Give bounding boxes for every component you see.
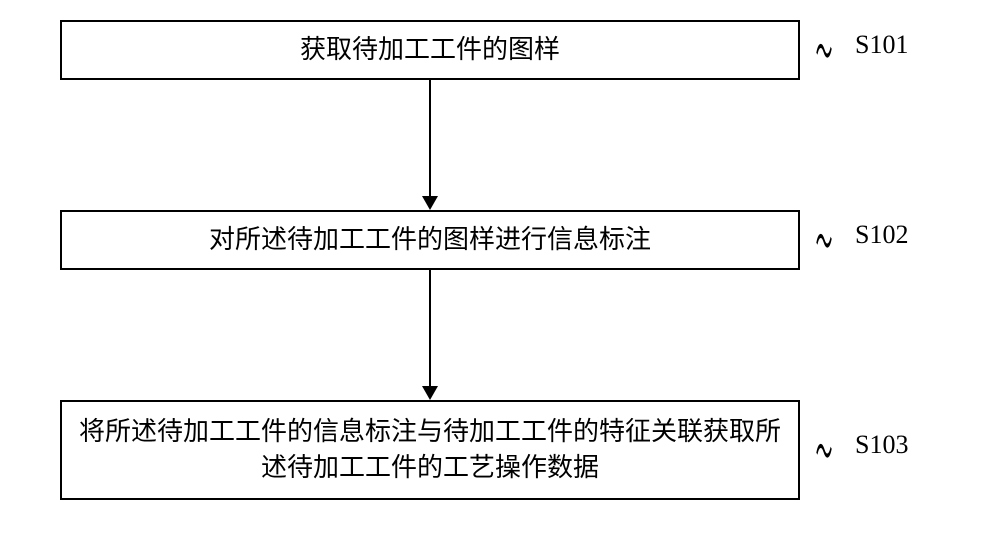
node-text: 将所述待加工工件的信息标注与待加工工件的特征关联获取所述待加工工件的工艺操作数据: [62, 414, 798, 487]
label-connector-curve: 〜: [816, 14, 833, 86]
node-label-s101: S101: [855, 30, 908, 60]
label-connector-curve: 〜: [816, 414, 833, 486]
label-connector-curve: 〜: [816, 204, 833, 276]
node-text: 获取待加工工件的图样: [290, 32, 570, 68]
node-label-s102: S102: [855, 220, 908, 250]
flowchart-node-s101: 获取待加工工件的图样: [60, 20, 800, 80]
flowchart-node-s103: 将所述待加工工件的信息标注与待加工工件的特征关联获取所述待加工工件的工艺操作数据: [60, 400, 800, 500]
flowchart-node-s102: 对所述待加工工件的图样进行信息标注: [60, 210, 800, 270]
flowchart-container: 获取待加工工件的图样 〜 S101 对所述待加工工件的图样进行信息标注 〜 S1…: [0, 0, 1000, 540]
node-text: 对所述待加工工件的图样进行信息标注: [199, 222, 661, 258]
node-label-s103: S103: [855, 430, 908, 460]
